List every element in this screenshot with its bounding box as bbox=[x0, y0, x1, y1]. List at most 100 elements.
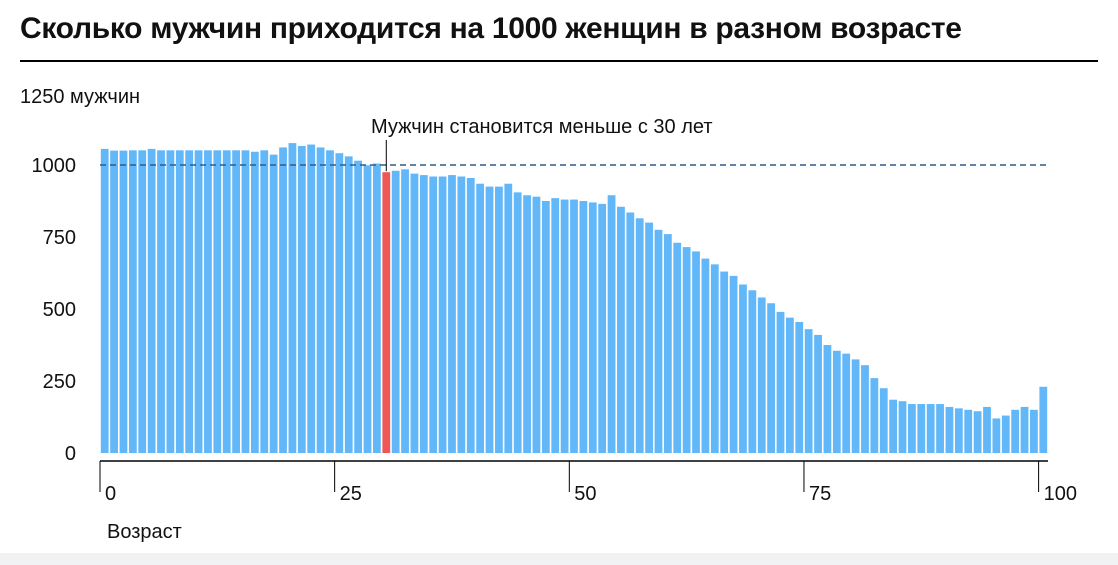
y-tick-label-250: 250 bbox=[43, 371, 76, 393]
bar-age-56 bbox=[626, 212, 635, 453]
bar-age-68 bbox=[739, 284, 747, 453]
bar-age-52 bbox=[588, 202, 597, 453]
bar-age-15 bbox=[241, 150, 250, 453]
x-axis-label: Возраст bbox=[107, 521, 182, 543]
bar-age-93 bbox=[973, 411, 982, 453]
chart-title: Сколько мужчин приходится на 1000 женщин… bbox=[20, 12, 962, 45]
x-tick-label-75: 75 bbox=[809, 483, 831, 505]
bar-age-21 bbox=[297, 145, 306, 454]
x-tick-label-100: 100 bbox=[1044, 483, 1077, 505]
bar-age-51 bbox=[579, 201, 588, 453]
bar-age-48 bbox=[551, 198, 560, 453]
y-tick-label-1000: 1000 bbox=[32, 155, 77, 177]
bar-age-37 bbox=[448, 175, 456, 453]
bar-age-46 bbox=[532, 196, 541, 453]
bar-age-79 bbox=[842, 353, 851, 453]
bar-age-10 bbox=[194, 150, 203, 453]
bar-age-95 bbox=[992, 418, 1001, 453]
bar-age-63 bbox=[692, 251, 700, 453]
y-tick-label-0: 0 bbox=[65, 443, 76, 465]
bar-age-42 bbox=[495, 186, 503, 453]
bar-age-75 bbox=[804, 329, 813, 453]
annotation-text: Мужчин становится меньше с 30 лет bbox=[371, 116, 713, 138]
bars bbox=[100, 143, 1048, 454]
bar-age-44 bbox=[513, 192, 522, 454]
bar-age-92 bbox=[964, 409, 973, 453]
bar-age-66 bbox=[720, 271, 729, 453]
bar-age-54 bbox=[607, 195, 616, 454]
x-ticks: 0 25 50 75 100 bbox=[99, 461, 1077, 505]
bar-age-2 bbox=[119, 150, 128, 453]
bar-age-35 bbox=[429, 176, 438, 453]
bar-age-39 bbox=[466, 177, 475, 453]
bar-age-73 bbox=[785, 317, 794, 453]
bar-age-49 bbox=[560, 199, 569, 453]
bar-highlight-age-30 bbox=[382, 172, 391, 453]
bar-age-74 bbox=[795, 321, 804, 453]
bar-age-20 bbox=[288, 143, 297, 454]
bar-age-88 bbox=[926, 404, 935, 453]
bar-age-80 bbox=[851, 359, 860, 453]
bar-age-81 bbox=[861, 365, 869, 453]
bar-age-29 bbox=[373, 163, 381, 453]
y-tick-labels: 0 250 500 750 1000 bbox=[32, 155, 77, 465]
bar-age-43 bbox=[504, 183, 513, 453]
bar-age-78 bbox=[832, 350, 841, 453]
bar-age-9 bbox=[185, 150, 194, 453]
bar-age-58 bbox=[645, 222, 653, 453]
bar-age-85 bbox=[898, 401, 907, 453]
bar-age-40 bbox=[476, 183, 485, 453]
bar-age-71 bbox=[767, 303, 776, 453]
bar-age-1 bbox=[110, 150, 118, 453]
bar-age-59 bbox=[654, 229, 663, 453]
bar-age-61 bbox=[673, 242, 682, 453]
bar-age-100 bbox=[1039, 386, 1048, 453]
bar-age-11 bbox=[204, 150, 212, 453]
bar-age-5 bbox=[147, 148, 156, 453]
bar-age-34 bbox=[419, 175, 428, 453]
bar-age-55 bbox=[617, 206, 625, 453]
bar-age-87 bbox=[917, 404, 926, 453]
bar-age-69 bbox=[748, 290, 757, 453]
bar-age-91 bbox=[954, 408, 963, 453]
bar-age-24 bbox=[326, 150, 334, 453]
bar-age-6 bbox=[157, 150, 165, 453]
bar-age-53 bbox=[598, 203, 607, 453]
bar-age-86 bbox=[908, 404, 916, 453]
y-tick-label-750: 750 bbox=[43, 227, 76, 249]
bar-age-0 bbox=[100, 148, 109, 453]
bar-age-18 bbox=[269, 154, 278, 453]
bar-age-97 bbox=[1011, 409, 1020, 453]
bottom-strip bbox=[0, 553, 1118, 565]
bar-age-76 bbox=[814, 334, 822, 453]
bar-age-70 bbox=[757, 297, 766, 453]
bar-age-67 bbox=[729, 275, 738, 453]
bar-age-22 bbox=[307, 144, 316, 454]
bar-age-83 bbox=[879, 388, 888, 453]
x-tick-label-50: 50 bbox=[574, 483, 596, 505]
bar-age-96 bbox=[1001, 415, 1010, 453]
title-rule bbox=[20, 60, 1098, 62]
bar-age-3 bbox=[128, 150, 137, 453]
y-axis-label: 1250 мужчин bbox=[20, 86, 140, 108]
bar-age-65 bbox=[710, 264, 719, 453]
bar-age-99 bbox=[1030, 409, 1038, 453]
bar-age-12 bbox=[213, 150, 222, 453]
bar-age-47 bbox=[541, 201, 550, 453]
bar-age-28 bbox=[363, 165, 372, 454]
bar-age-36 bbox=[438, 176, 447, 453]
bar-age-16 bbox=[250, 151, 259, 453]
bar-age-17 bbox=[260, 150, 269, 453]
bar-age-82 bbox=[870, 378, 879, 453]
bar-age-23 bbox=[316, 147, 325, 453]
bar-age-57 bbox=[635, 218, 644, 453]
bar-age-31 bbox=[391, 170, 400, 453]
bar-age-26 bbox=[344, 156, 353, 454]
bar-age-13 bbox=[222, 150, 231, 453]
bar-age-27 bbox=[354, 160, 363, 453]
bar-age-98 bbox=[1020, 406, 1029, 453]
x-tick-label-0: 0 bbox=[105, 483, 116, 505]
bar-age-4 bbox=[138, 150, 147, 453]
bar-age-50 bbox=[570, 199, 578, 453]
